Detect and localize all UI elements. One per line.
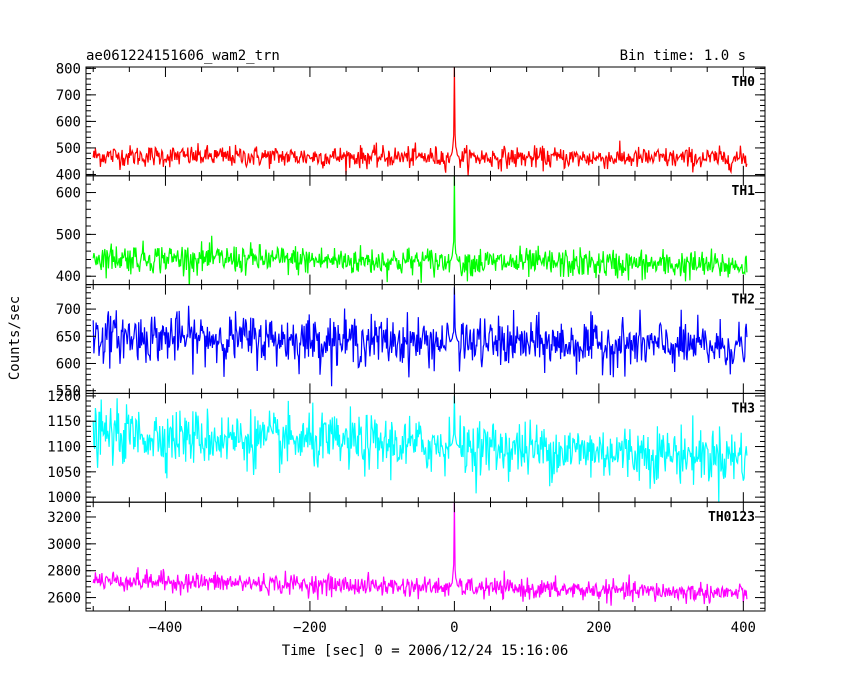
panel-frame: [85, 501, 766, 612]
y-tick-label: 400: [56, 167, 81, 183]
y-tick-label: 600: [56, 114, 81, 130]
y-tick-label: 1000: [47, 490, 81, 506]
y-tick-label: 2800: [47, 564, 81, 580]
series-line-th1: [92, 175, 748, 285]
panel-label: TH0: [732, 75, 756, 90]
y-tick-label: 700: [56, 302, 81, 318]
x-axis-label: Time [sec] 0 = 2006/12/24 15:16:06: [282, 643, 569, 659]
y-tick-label: 700: [56, 88, 81, 104]
y-tick-label: 1200: [47, 389, 81, 405]
y-tick-label: 600: [56, 186, 81, 202]
y-tick-label: 1150: [47, 414, 81, 430]
series-line-th0: [92, 67, 748, 176]
y-tick-label: 800: [56, 61, 81, 77]
y-tick-label: 400: [56, 269, 81, 285]
y-axis-label: Counts/sec: [7, 296, 23, 380]
panel-label: TH1: [732, 184, 756, 199]
x-tick-label: 200: [586, 620, 611, 636]
y-tick-label: 550: [56, 384, 81, 400]
y-tick-label: 1050: [47, 465, 81, 481]
series-line-th0123: [92, 502, 748, 606]
panel-label: TH0123: [708, 510, 755, 525]
panel-label: TH3: [732, 401, 755, 416]
y-tick-label: 500: [56, 227, 81, 243]
y-tick-label: 3000: [47, 537, 81, 553]
x-tick-label: 400: [731, 620, 756, 636]
panels-group: 400 500 600 700 800 TH0 400 500 600 TH1 550 600 650 7…: [47, 61, 766, 636]
panel-th2: 550 600 650 700 TH2: [56, 284, 766, 400]
series-line-th3: [92, 395, 748, 503]
panel-th0: 400 500 600 700 800 TH0: [56, 61, 766, 183]
y-tick-label: 1100: [47, 440, 81, 456]
panel-th0123: 2600 2800 3000 3200 TH0123: [47, 501, 766, 612]
x-tick-label: −400: [149, 620, 183, 636]
y-tick-label: 600: [56, 356, 81, 372]
y-tick-label: 2600: [47, 591, 81, 607]
x-tick-label: −200: [293, 620, 327, 636]
chart-title: ae061224151606_wam2_trn: [86, 48, 280, 64]
panel-th3: 1000 1050 1100 1150 1200 TH3: [47, 389, 766, 506]
y-tick-label: 3200: [47, 510, 81, 526]
bin-time-label: Bin time: 1.0 s: [620, 48, 746, 64]
series-line-th2: [92, 287, 748, 387]
y-tick-label: 500: [56, 141, 81, 157]
panel-th1: 400 500 600 TH1: [56, 175, 766, 286]
y-tick-label: 650: [56, 329, 81, 345]
panel-frame: [85, 175, 766, 286]
panel-label: TH2: [732, 293, 755, 308]
x-tick-label: 0: [450, 620, 458, 636]
